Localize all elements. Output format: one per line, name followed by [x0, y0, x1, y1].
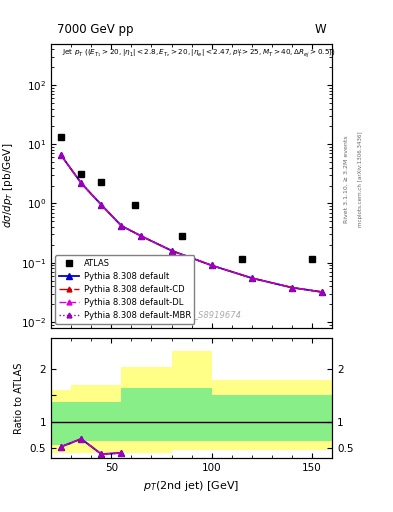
Line: Pythia 8.308 default-DL: Pythia 8.308 default-DL [59, 153, 325, 294]
ATLAS [179, 233, 184, 239]
Pythia 8.308 default [119, 223, 124, 229]
Pythia 8.308 default [139, 233, 144, 239]
Line: Pythia 8.308 default-CD: Pythia 8.308 default-CD [59, 153, 325, 294]
X-axis label: $p_T$(2nd jet) [GeV]: $p_T$(2nd jet) [GeV] [143, 479, 240, 493]
Text: mcplots.cern.ch [arXiv:1306.3436]: mcplots.cern.ch [arXiv:1306.3436] [358, 132, 363, 227]
Pythia 8.308 default-DL [320, 289, 324, 295]
Pythia 8.308 default-CD [119, 223, 124, 229]
Pythia 8.308 default-DL [209, 262, 214, 268]
Pythia 8.308 default-CD [290, 285, 294, 291]
ATLAS [59, 134, 64, 140]
Pythia 8.308 default-MBR [209, 262, 214, 268]
Pythia 8.308 default [79, 180, 84, 186]
Pythia 8.308 default-DL [59, 152, 64, 158]
Pythia 8.308 default-CD [209, 262, 214, 268]
Pythia 8.308 default [290, 285, 294, 291]
Pythia 8.308 default-MBR [169, 247, 174, 253]
Pythia 8.308 default-MBR [59, 152, 64, 158]
Legend: ATLAS, Pythia 8.308 default, Pythia 8.308 default-CD, Pythia 8.308 default-DL, P: ATLAS, Pythia 8.308 default, Pythia 8.30… [55, 255, 194, 324]
Pythia 8.308 default-MBR [290, 285, 294, 291]
Pythia 8.308 default-DL [79, 180, 84, 186]
Pythia 8.308 default [209, 262, 214, 268]
Y-axis label: $d\sigma/dp_T$ [pb/GeV]: $d\sigma/dp_T$ [pb/GeV] [1, 143, 15, 228]
ATLAS [310, 256, 314, 262]
Pythia 8.308 default-DL [119, 223, 124, 229]
Text: Rivet 3.1.10, ≥ 3.2M events: Rivet 3.1.10, ≥ 3.2M events [344, 135, 349, 223]
Pythia 8.308 default-CD [99, 202, 104, 208]
Pythia 8.308 default [99, 202, 104, 208]
Pythia 8.308 default-CD [139, 233, 144, 239]
Line: ATLAS: ATLAS [58, 134, 316, 263]
Pythia 8.308 default-DL [250, 275, 254, 281]
Pythia 8.308 default-CD [169, 247, 174, 253]
Pythia 8.308 default-MBR [99, 202, 104, 208]
Line: Pythia 8.308 default: Pythia 8.308 default [58, 153, 325, 295]
Pythia 8.308 default-MBR [119, 223, 124, 229]
Pythia 8.308 default-CD [250, 275, 254, 281]
Pythia 8.308 default-DL [139, 233, 144, 239]
Pythia 8.308 default [320, 289, 324, 295]
Pythia 8.308 default [169, 247, 174, 253]
Pythia 8.308 default-MBR [79, 180, 84, 186]
Pythia 8.308 default-MBR [139, 233, 144, 239]
Pythia 8.308 default-DL [290, 285, 294, 291]
Pythia 8.308 default-CD [79, 180, 84, 186]
ATLAS [239, 256, 244, 262]
Text: Jet $p_T$ (($E_{T_1}{>}20,|\eta_1|{<}2.8,E_{T_e}{>}20,|\eta_e|{<}2.47,p_T^\nu{>}: Jet $p_T$ (($E_{T_1}{>}20,|\eta_1|{<}2.8… [62, 48, 336, 60]
Y-axis label: Ratio to ATLAS: Ratio to ATLAS [14, 362, 24, 434]
Pythia 8.308 default-MBR [320, 289, 324, 295]
Pythia 8.308 default [59, 152, 64, 158]
ATLAS [79, 170, 84, 177]
Line: Pythia 8.308 default-MBR: Pythia 8.308 default-MBR [59, 153, 325, 294]
Text: ATLAS_2010_S8919674: ATLAS_2010_S8919674 [142, 310, 241, 319]
Pythia 8.308 default [250, 275, 254, 281]
Pythia 8.308 default-MBR [250, 275, 254, 281]
Pythia 8.308 default-CD [320, 289, 324, 295]
Pythia 8.308 default-DL [99, 202, 104, 208]
ATLAS [99, 179, 104, 185]
ATLAS [133, 202, 138, 208]
Text: W: W [315, 24, 327, 36]
Pythia 8.308 default-DL [169, 247, 174, 253]
Text: 7000 GeV pp: 7000 GeV pp [57, 24, 133, 36]
Pythia 8.308 default-CD [59, 152, 64, 158]
